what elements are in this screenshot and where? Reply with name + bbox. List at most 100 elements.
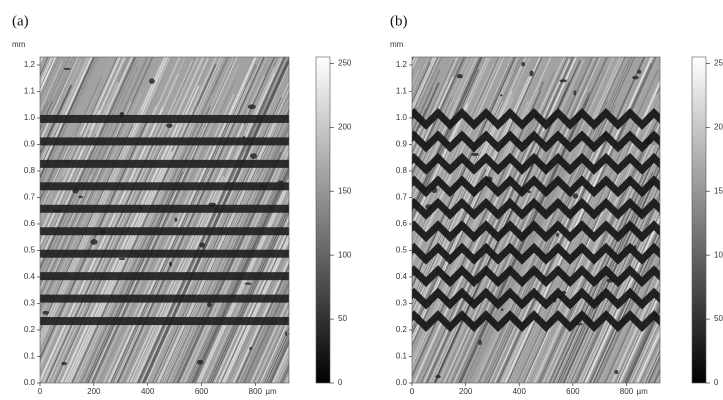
texture [412,133,458,236]
texture [648,357,660,383]
y-tick-label: 0.6 [24,219,36,228]
texture [412,76,454,171]
texture [0,140,3,383]
texture [188,159,289,383]
texture [40,57,136,269]
texture [243,280,289,383]
texture [252,301,289,383]
texture [214,216,289,383]
texture [40,63,46,77]
texture [584,214,660,383]
texture [259,318,289,383]
texture [412,57,438,113]
texture [137,57,287,383]
x-tick-label: 800 [620,387,634,396]
texture [235,264,289,383]
texture [412,57,519,295]
groove [40,159,289,168]
speck [244,282,252,285]
speck [247,104,256,110]
texture [626,308,660,383]
texture [412,81,449,164]
speck [500,94,503,97]
texture [412,57,501,255]
texture [40,69,45,82]
texture [412,97,461,206]
texture [276,356,289,383]
texture [649,359,660,383]
texture [217,223,289,383]
speck [250,153,257,159]
texture [510,57,659,383]
texture [412,59,455,155]
y-tick-label: 0.7 [24,193,36,202]
texture [40,107,164,383]
colorbar-tick-label: 100 [714,250,723,259]
texture [40,57,93,174]
texture [639,337,660,383]
colorbar-tick-label: 100 [338,250,352,259]
speck [456,74,464,79]
texture [412,102,476,244]
texture [412,57,466,176]
y-unit: mm [12,40,26,49]
texture [40,141,81,232]
texture [80,57,230,383]
texture [215,219,289,383]
speck [277,180,284,183]
texture [412,61,432,107]
texture [412,57,541,344]
texture [40,57,79,143]
y-tick-label: 0.6 [396,219,408,228]
y-tick-label: 0.5 [24,246,36,255]
y-tick-label: 0.0 [24,378,36,387]
speck [573,90,577,96]
groove [412,197,660,220]
texture [40,94,42,98]
texture [177,134,289,383]
speck [572,193,579,199]
texture [224,240,289,383]
texture [412,181,430,222]
groove [412,265,660,288]
y-tick-label: 0.8 [24,166,36,175]
texture [220,230,289,383]
texture [216,221,289,383]
texture [40,109,143,338]
texture [40,57,53,84]
groove [412,175,660,198]
texture [562,166,660,383]
y-tick-label: 1.2 [24,60,36,69]
texture [40,59,82,152]
y-tick-label: 0.3 [396,299,408,308]
y-tick-label: 0.2 [396,325,408,334]
texture [0,161,24,383]
texture [300,182,390,383]
y-tick-label: 0.5 [396,246,408,255]
texture [40,57,89,165]
texture [523,133,637,383]
texture [0,183,10,383]
texture [229,250,289,383]
texture [579,203,660,383]
texture [599,247,660,383]
groove [40,294,289,303]
x-unit: µm [636,387,648,396]
texture [532,99,660,383]
texture [480,131,596,383]
texture [40,138,101,274]
texture [181,155,286,383]
texture [43,141,153,383]
texture [40,57,90,167]
texture [412,82,440,145]
speck [169,261,172,267]
texture [615,283,660,383]
texture [275,353,289,383]
texture [412,101,530,363]
texture [489,112,613,383]
groove [40,227,289,236]
texture [40,60,138,278]
texture [475,160,577,383]
groove [412,130,660,153]
